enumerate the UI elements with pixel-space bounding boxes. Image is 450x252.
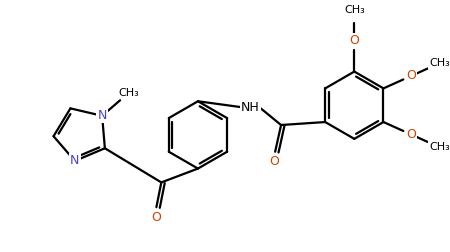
Text: O: O — [349, 34, 359, 47]
Text: O: O — [406, 128, 416, 141]
Text: CH₃: CH₃ — [429, 58, 450, 68]
Text: CH₃: CH₃ — [344, 5, 364, 15]
Text: CH₃: CH₃ — [119, 87, 140, 98]
Text: O: O — [406, 69, 416, 82]
Text: N: N — [98, 109, 107, 122]
Text: N: N — [70, 154, 80, 167]
Text: O: O — [269, 155, 279, 168]
Text: CH₃: CH₃ — [429, 142, 450, 152]
Text: NH: NH — [241, 101, 260, 114]
Text: O: O — [152, 211, 161, 224]
